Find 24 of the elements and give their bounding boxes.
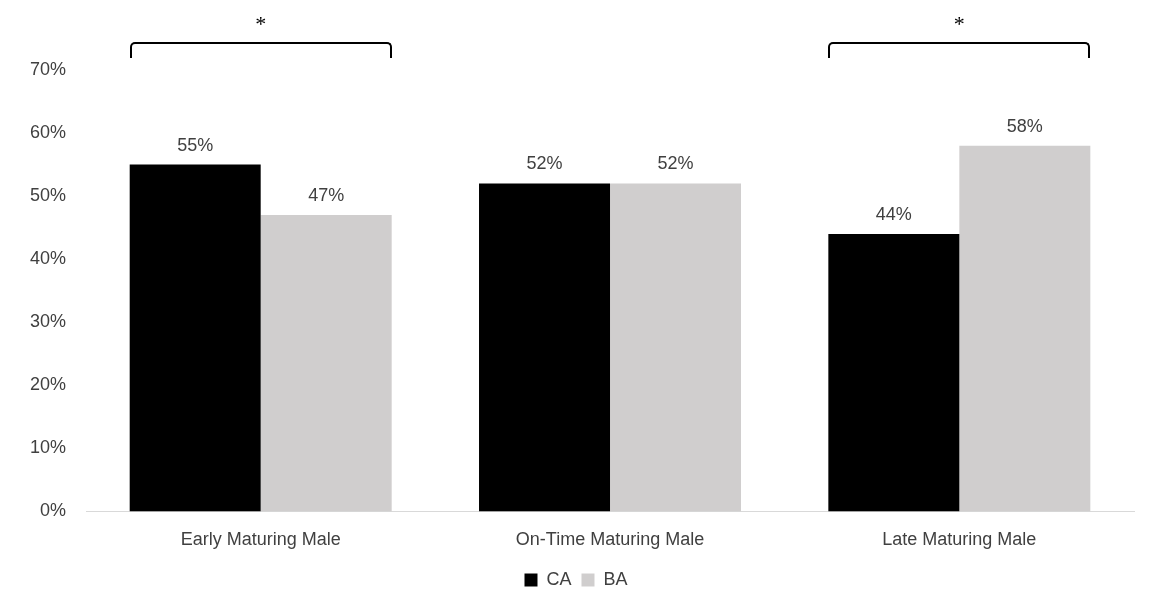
x-tick-label: Late Maturing Male: [882, 529, 1037, 550]
y-tick-label: 0%: [40, 500, 67, 521]
data-label: 44%: [875, 203, 912, 224]
y-tick-label: 40%: [30, 248, 67, 269]
y-tick-label: 50%: [30, 185, 67, 206]
y-tick-label: 70%: [30, 58, 67, 79]
y-tick-label: 20%: [30, 374, 67, 395]
text: *: [952, 11, 966, 36]
bar: [479, 183, 611, 512]
y-tick-label: 30%: [30, 311, 67, 332]
y-tick-label: 10%: [30, 437, 67, 458]
x-tick-label: Early Maturing Male: [180, 529, 341, 550]
x-tick-label: On-Time Maturing Male: [515, 529, 705, 550]
legend-label: CA: [546, 568, 572, 589]
data-label: 58%: [1006, 115, 1043, 136]
bar: [129, 164, 261, 512]
text: *: [254, 11, 268, 36]
legend-label: BA: [603, 568, 628, 589]
data-label: 52%: [657, 153, 694, 174]
data-label: 52%: [526, 153, 563, 174]
bar: [828, 233, 960, 512]
data-label: 47%: [308, 185, 345, 205]
data-label: 55%: [177, 134, 214, 155]
y-tick-label: 60%: [30, 122, 67, 143]
